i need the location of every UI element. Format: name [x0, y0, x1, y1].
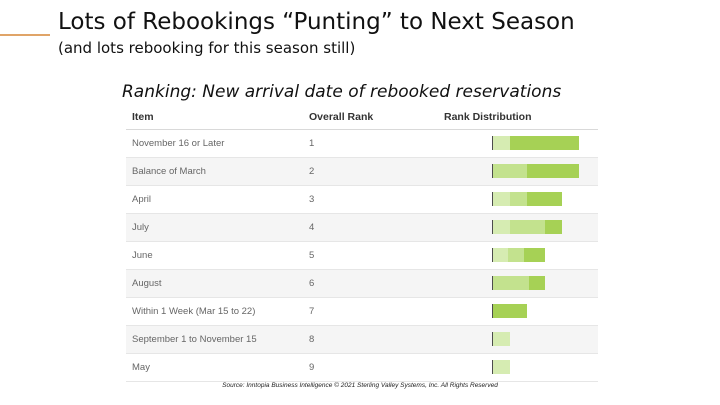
- table-row[interactable]: Within 1 Week (Mar 15 to 22) 7: [126, 298, 598, 326]
- row-overall-rank: 4: [309, 222, 315, 233]
- rank-distribution-bar: [492, 276, 545, 290]
- table-body: November 16 or Later 1 Balance of March 2 Ap…: [126, 130, 598, 382]
- distribution-segment: [529, 276, 545, 290]
- bar-baseline-tick: [492, 360, 493, 374]
- rank-distribution-bar: [492, 192, 562, 206]
- table-row[interactable]: May 9: [126, 354, 598, 382]
- accent-line: [0, 34, 50, 36]
- table-header: Item Overall Rank Rank Distribution: [126, 107, 598, 130]
- row-overall-rank: 6: [309, 278, 315, 289]
- row-item-label: November 16 or Later: [132, 138, 225, 149]
- row-item-label: June: [132, 250, 153, 261]
- distribution-segment: [493, 248, 509, 262]
- row-overall-rank: 3: [309, 194, 315, 205]
- row-overall-rank: 5: [309, 250, 315, 261]
- ranking-heading: Ranking: New arrival date of rebooked re…: [122, 82, 562, 102]
- distribution-segment: [508, 248, 524, 262]
- slide-subtitle: (and lots rebooking for this season stil…: [58, 39, 356, 57]
- distribution-segment: [493, 276, 530, 290]
- table-row[interactable]: November 16 or Later 1: [126, 130, 598, 158]
- rank-distribution-bar: [492, 304, 528, 318]
- table-row[interactable]: August 6: [126, 270, 598, 298]
- distribution-segment: [493, 136, 511, 150]
- distribution-segment: [510, 220, 545, 234]
- distribution-segment: [544, 220, 562, 234]
- table-row[interactable]: September 1 to November 15 8: [126, 326, 598, 354]
- rank-distribution-bar: [492, 360, 511, 374]
- row-overall-rank: 1: [309, 138, 315, 149]
- row-overall-rank: 8: [309, 334, 315, 345]
- row-overall-rank: 2: [309, 166, 315, 177]
- table-row[interactable]: July 4: [126, 214, 598, 242]
- source-note: Source: Inntopia Business Intelligence ©…: [222, 382, 498, 389]
- slide-title: Lots of Rebookings “Punting” to Next Sea…: [58, 9, 575, 35]
- row-item-label: Balance of March: [132, 166, 206, 177]
- bar-baseline-tick: [492, 164, 493, 178]
- row-item-label: August: [132, 278, 162, 289]
- rank-distribution-bar: [492, 248, 545, 262]
- bar-baseline-tick: [492, 276, 493, 290]
- header-rank-distribution[interactable]: Rank Distribution: [444, 111, 532, 123]
- distribution-segment: [527, 192, 562, 206]
- bar-baseline-tick: [492, 248, 493, 262]
- table-row[interactable]: April 3: [126, 186, 598, 214]
- row-item-label: Within 1 Week (Mar 15 to 22): [132, 306, 256, 317]
- table-row[interactable]: June 5: [126, 242, 598, 270]
- bar-baseline-tick: [492, 220, 493, 234]
- rank-distribution-bar: [492, 136, 579, 150]
- row-overall-rank: 7: [309, 306, 315, 317]
- rank-distribution-bar: [492, 164, 579, 178]
- row-overall-rank: 9: [309, 362, 315, 373]
- distribution-segment: [493, 360, 511, 374]
- row-item-label: September 1 to November 15: [132, 334, 257, 345]
- bar-baseline-tick: [492, 192, 493, 206]
- header-item[interactable]: Item: [132, 111, 154, 123]
- rank-distribution-bar: [492, 220, 562, 234]
- distribution-segment: [493, 332, 511, 346]
- distribution-segment: [493, 164, 528, 178]
- table-row[interactable]: Balance of March 2: [126, 158, 598, 186]
- ranking-table: Item Overall Rank Rank Distribution Nove…: [126, 107, 598, 382]
- bar-baseline-tick: [492, 332, 493, 346]
- rank-distribution-bar: [492, 332, 511, 346]
- row-item-label: May: [132, 362, 150, 373]
- header-overall-rank[interactable]: Overall Rank: [309, 111, 374, 123]
- distribution-segment: [523, 248, 545, 262]
- distribution-segment: [510, 136, 579, 150]
- distribution-segment: [527, 164, 579, 178]
- distribution-segment: [493, 192, 511, 206]
- distribution-segment: [510, 192, 528, 206]
- row-item-label: July: [132, 222, 149, 233]
- row-item-label: April: [132, 194, 152, 205]
- bar-baseline-tick: [492, 304, 493, 318]
- distribution-segment: [493, 220, 511, 234]
- bar-baseline-tick: [492, 136, 493, 150]
- distribution-segment: [493, 304, 528, 318]
